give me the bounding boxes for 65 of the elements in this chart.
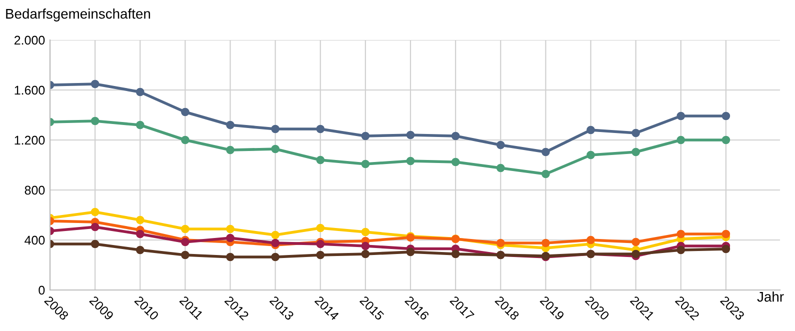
y-tick-label: 800 [24, 186, 45, 195]
y-tick-label: 1.200 [14, 136, 45, 145]
point [226, 252, 234, 262]
point [586, 150, 595, 160]
point [90, 80, 100, 88]
point [361, 228, 370, 236]
point [181, 224, 190, 234]
point [181, 108, 190, 116]
point [361, 132, 370, 140]
point [496, 164, 505, 172]
point [361, 160, 370, 168]
y-tick-label: 400 [24, 236, 45, 245]
point [451, 250, 460, 258]
point [722, 136, 730, 144]
point [271, 124, 280, 134]
point [632, 238, 640, 246]
point [406, 248, 415, 256]
point [226, 146, 234, 154]
point [136, 120, 144, 130]
point [542, 148, 550, 156]
point [90, 222, 100, 232]
point [542, 238, 550, 248]
point [676, 112, 686, 120]
point [136, 216, 144, 224]
point [271, 230, 280, 240]
point [271, 252, 280, 262]
point [496, 140, 505, 150]
point [586, 126, 595, 134]
point [316, 156, 325, 164]
point [136, 230, 144, 238]
point [136, 246, 144, 254]
point [632, 128, 640, 138]
point [406, 130, 415, 140]
point [722, 244, 730, 254]
point [722, 230, 730, 238]
point [181, 136, 190, 144]
point [226, 224, 234, 234]
point [90, 240, 100, 248]
point [361, 242, 370, 250]
point [361, 250, 370, 258]
point [451, 132, 460, 140]
point [316, 224, 325, 232]
point [316, 250, 325, 260]
y-tick-label: 2.000 [14, 36, 45, 45]
point [226, 234, 234, 242]
point [451, 158, 460, 166]
point [136, 88, 144, 96]
point [90, 116, 100, 126]
y-axis-title: Bedarfsgemeinschaften [6, 8, 150, 22]
point [722, 112, 730, 120]
x-axis-title: Jahr [757, 292, 784, 302]
point [676, 246, 686, 254]
point [181, 250, 190, 260]
y-tick-label: 0 [38, 286, 45, 295]
point [676, 230, 686, 238]
point [676, 136, 686, 144]
point [226, 120, 234, 130]
point [406, 156, 415, 166]
point [90, 208, 100, 216]
y-tick-label: 1.600 [14, 86, 45, 95]
point [316, 124, 325, 134]
point [542, 170, 550, 178]
point [271, 144, 280, 154]
point [586, 236, 595, 244]
point [632, 148, 640, 156]
